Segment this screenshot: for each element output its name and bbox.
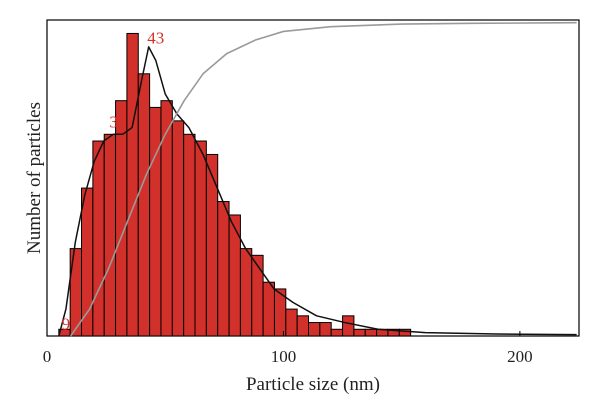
- histogram-bar: [398, 328, 412, 337]
- lines-layer: [58, 21, 577, 337]
- histogram-bar: [103, 133, 117, 337]
- histogram-bar: [285, 308, 298, 337]
- histogram-bar: [137, 73, 151, 337]
- histogram-bar: [364, 328, 378, 337]
- annotations-layer: 9 30 43: [62, 29, 165, 334]
- x-tick-label: 100: [271, 347, 297, 366]
- bars-layer: [58, 32, 412, 337]
- histogram-bar: [262, 281, 275, 337]
- histogram-bar: [251, 254, 264, 337]
- histogram-bar: [308, 322, 321, 337]
- histogram-bar: [92, 140, 105, 337]
- histogram-bar: [115, 100, 128, 337]
- x-ticks: 0 100 200: [43, 331, 533, 366]
- x-axis-title: Particle size (nm): [246, 374, 380, 395]
- peak-annotation: 9: [62, 314, 71, 333]
- fit-curve: [58, 46, 577, 337]
- y-axis-title: Number of particles: [24, 102, 45, 254]
- histogram-bar: [239, 248, 253, 337]
- histogram-bar: [296, 315, 310, 337]
- histogram-bar: [353, 328, 366, 337]
- histogram-bar: [126, 32, 139, 337]
- peak-annotation: 30: [109, 113, 126, 132]
- cumulative-curve: [69, 21, 577, 337]
- histogram-bar: [160, 100, 173, 337]
- histogram-bar: [217, 201, 230, 337]
- x-tick-label: 200: [507, 347, 533, 366]
- histogram-bar: [149, 106, 162, 337]
- histogram-bar: [330, 328, 344, 337]
- histogram-bar: [319, 322, 332, 337]
- histogram-bar: [183, 133, 196, 337]
- peak-annotation: 43: [147, 29, 164, 48]
- x-tick-label: 0: [43, 347, 52, 366]
- histogram-bar: [342, 315, 355, 337]
- histogram-bar: [228, 214, 241, 337]
- histogram-bar: [205, 153, 219, 337]
- histogram-bar: [171, 120, 185, 337]
- histogram-bar: [194, 140, 207, 337]
